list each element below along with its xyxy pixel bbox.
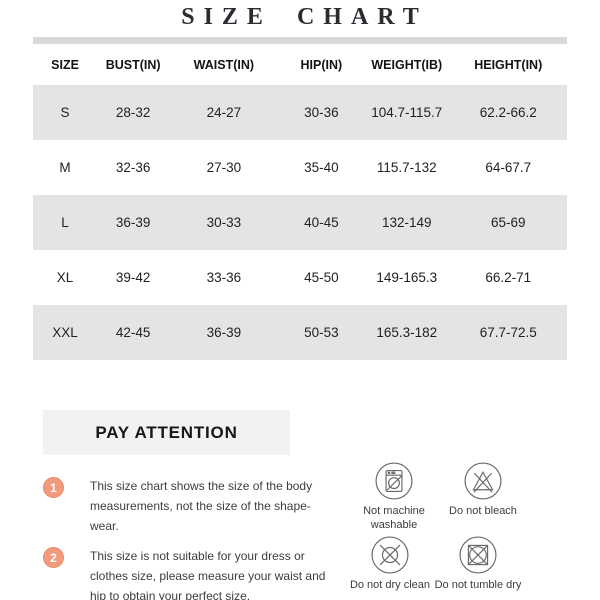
- do-not-dry-clean-icon: [370, 535, 410, 575]
- note-2-number-badge: 2: [43, 547, 64, 568]
- care-label: Do not bleach: [449, 505, 517, 517]
- cell-hip: 45-50: [304, 270, 339, 285]
- care-label: Do not dry clean: [349, 579, 431, 591]
- note-1-line-3: wear.: [90, 519, 119, 533]
- size-table: SIZE BUST(IN) WAIST(IN) HIP(IN) WEIGHT(I…: [33, 37, 567, 360]
- cell-waist: 24-27: [206, 105, 242, 120]
- table-row-s: S 28-32 24-27 30-36 104.7-115.7 62.2-66.…: [33, 85, 567, 140]
- pay-attention-heading: PAY ATTENTION: [95, 422, 238, 442]
- column-header-bust: BUST(IN): [105, 57, 161, 72]
- cell-hip: 35-40: [304, 160, 339, 175]
- note-2-text: This size is not suitable for your dress…: [90, 546, 352, 600]
- note-1-number-badge: 1: [43, 477, 64, 498]
- column-header-hip: HIP(IN): [300, 57, 343, 72]
- note-1-line-2: measurements, not the size of the shape-: [90, 499, 311, 513]
- cell-height: 66.2-71: [485, 270, 532, 285]
- care-label: Do not tumble dry: [434, 579, 522, 591]
- column-header-weight: WEIGHT(IB): [371, 57, 443, 72]
- cell-waist: 36-39: [206, 325, 242, 340]
- cell-weight: 149-165.3: [376, 270, 438, 285]
- note-2-line-2: clothes size, please measure your waist …: [90, 569, 326, 583]
- cell-waist: 27-30: [206, 160, 242, 175]
- note-1-text: This size chart shows the size of the bo…: [90, 476, 352, 536]
- cell-size: XXL: [52, 325, 78, 340]
- table-row-m: M 32-36 27-30 35-40 115.7-132 64-67.7: [33, 140, 567, 195]
- cell-bust: 39-42: [115, 270, 151, 285]
- cell-hip: 30-36: [304, 105, 339, 120]
- cell-bust: 36-39: [115, 215, 151, 230]
- cell-hip: 50-53: [304, 325, 339, 340]
- note-2-line-1: This size is not suitable for your dress…: [90, 549, 305, 563]
- cell-size: XL: [56, 270, 74, 285]
- table-header-row: SIZE BUST(IN) WAIST(IN) HIP(IN) WEIGHT(I…: [33, 44, 567, 85]
- not-machine-washable-icon: [374, 461, 414, 501]
- table-row-xxl: XXL 42-45 36-39 50-53 165.3-182 67.7-72.…: [33, 305, 567, 360]
- column-header-waist: WAIST(IN): [193, 57, 255, 72]
- cell-hip: 40-45: [304, 215, 339, 230]
- pay-attention-banner: PAY ATTENTION: [43, 410, 290, 455]
- cell-waist: 33-36: [206, 270, 242, 285]
- care-item-do-not-dry-clean: Do not dry clean: [334, 535, 446, 592]
- care-item-not-machine-washable: Not machine washable: [338, 461, 450, 532]
- do-not-tumble-dry-icon: [458, 535, 498, 575]
- cell-bust: 28-32: [115, 105, 151, 120]
- note-1-line-1: This size chart shows the size of the bo…: [90, 479, 313, 493]
- table-row-l: L 36-39 30-33 40-45 132-149 65-69: [33, 195, 567, 250]
- column-header-height: HEIGHT(IN): [474, 57, 543, 72]
- cell-size: S: [60, 105, 70, 120]
- cell-weight: 104.7-115.7: [371, 105, 443, 120]
- cell-size: M: [59, 160, 71, 175]
- cell-weight: 165.3-182: [376, 325, 438, 340]
- do-not-bleach-icon: [463, 461, 503, 501]
- cell-waist: 30-33: [206, 215, 242, 230]
- care-label: Not machine washable: [363, 505, 425, 531]
- care-item-do-not-tumble-dry: Do not tumble dry: [422, 535, 534, 592]
- page-title: SIZE CHART: [181, 4, 428, 30]
- cell-height: 62.2-66.2: [479, 105, 537, 120]
- cell-bust: 42-45: [115, 325, 151, 340]
- cell-weight: 115.7-132: [376, 160, 437, 175]
- cell-height: 65-69: [490, 215, 526, 230]
- cell-size: L: [61, 215, 69, 230]
- column-header-size: SIZE: [51, 57, 79, 72]
- cell-weight: 132-149: [382, 215, 432, 230]
- table-top-divider: [33, 37, 567, 44]
- care-item-do-not-bleach: Do not bleach: [427, 461, 539, 518]
- cell-height: 67.7-72.5: [479, 325, 537, 340]
- cell-bust: 32-36: [115, 160, 151, 175]
- note-2-line-3: hip to obtain your perfect size.: [90, 589, 251, 600]
- table-row-xl: XL 39-42 33-36 45-50 149-165.3 66.2-71: [33, 250, 567, 305]
- cell-height: 64-67.7: [485, 160, 532, 175]
